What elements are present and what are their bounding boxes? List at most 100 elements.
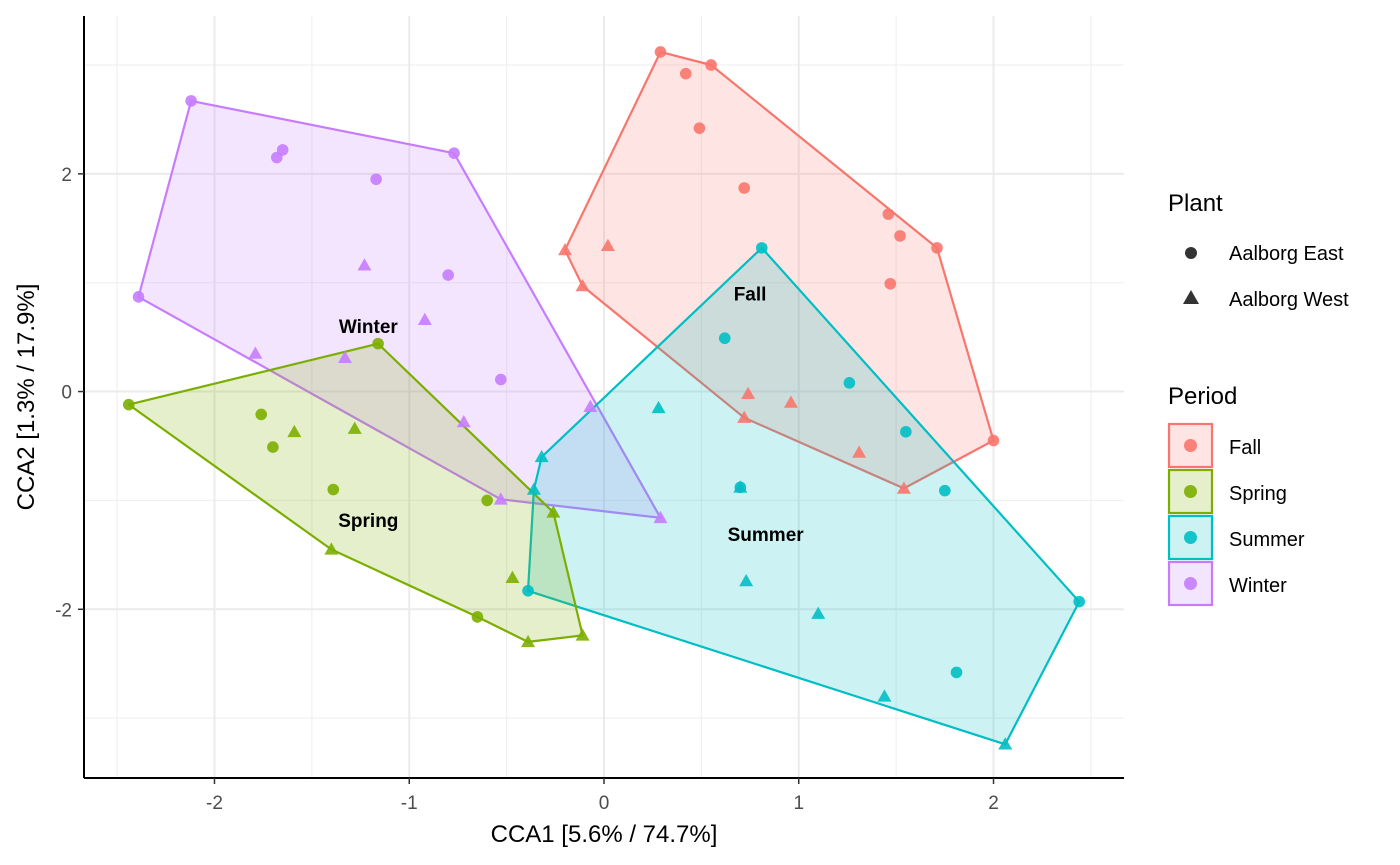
point-spring-west	[324, 542, 339, 555]
point-summer-east	[843, 377, 856, 389]
point-winter-west	[456, 415, 471, 428]
point-spring-west	[546, 505, 561, 518]
point-fall-east	[705, 59, 717, 71]
point-winter-east	[494, 373, 507, 386]
point-fall-west	[896, 481, 911, 494]
point-summer-east	[718, 332, 731, 345]
point-summer-east	[900, 426, 912, 438]
point-summer-west	[733, 480, 748, 493]
point-spring-east	[255, 408, 268, 421]
point-fall-east	[987, 434, 1000, 447]
point-summer-west	[811, 606, 826, 619]
point-fall-east	[884, 277, 897, 290]
legend-key-dot-winter	[1184, 577, 1197, 590]
legend-period-summer: Summer	[1229, 529, 1305, 551]
point-fall-east	[654, 46, 667, 58]
point-winter-east	[442, 269, 454, 281]
point-spring-east	[122, 398, 135, 411]
group-label-winter: Winter	[339, 317, 399, 338]
point-fall-west	[600, 238, 615, 251]
legend-circle-icon	[1185, 247, 1197, 259]
point-fall-west	[783, 395, 798, 408]
legend-period-winter: Winter	[1229, 575, 1287, 597]
x-axis-title: CCA1 [5.6% / 74.7%]	[491, 821, 718, 848]
point-fall-west	[575, 278, 590, 292]
point-summer-east	[1073, 595, 1086, 608]
y-tick-label: -2	[55, 600, 72, 621]
legend-plant-west: Aalborg West	[1229, 289, 1349, 311]
point-spring-east	[327, 483, 340, 496]
legend-triangle-icon	[1183, 290, 1199, 304]
point-fall-east	[882, 208, 895, 220]
point-spring-east	[471, 611, 484, 623]
point-fall-west	[558, 243, 573, 256]
legend: Plant Aalborg East Aalborg West Period F…	[1167, 190, 1349, 607]
point-summer-west	[651, 400, 666, 414]
group-label-summer: Summer	[728, 525, 805, 546]
y-tick-label: 0	[61, 383, 72, 404]
legend-key-dot-spring	[1184, 485, 1197, 498]
point-spring-west	[521, 634, 536, 648]
legend-period-title: Period	[1168, 383, 1237, 410]
point-spring-east	[267, 441, 279, 453]
y-axis-ticks: -2 0 2	[55, 165, 84, 621]
group-labels: Winter Fall Summer Spring	[338, 285, 804, 547]
legend-key-dot-summer	[1184, 531, 1197, 544]
point-summer-west	[526, 482, 541, 495]
point-winter-west	[248, 346, 263, 359]
point-summer-east	[939, 484, 951, 497]
x-tick-label: -2	[206, 793, 223, 814]
point-fall-west	[741, 386, 756, 399]
point-winter-east	[185, 95, 197, 107]
x-tick-label: 2	[988, 793, 999, 814]
point-winter-east	[448, 147, 460, 159]
y-tick-label: 2	[61, 165, 72, 186]
point-spring-east	[372, 337, 384, 350]
point-summer-west	[998, 737, 1013, 750]
point-summer-west	[534, 449, 549, 463]
point-summer-west	[739, 573, 754, 587]
x-axis-ticks: -2 -1 0 1 2	[206, 778, 999, 814]
legend-period-fall: Fall	[1229, 437, 1261, 459]
major-gridlines	[84, 16, 1124, 778]
legend-plant-title: Plant	[1168, 190, 1223, 217]
legend-key-dot-fall	[1184, 439, 1197, 452]
point-fall-east	[931, 242, 943, 254]
group-hulls	[127, 50, 1081, 746]
point-spring-west	[347, 421, 362, 434]
point-spring-east	[481, 494, 493, 507]
point-fall-east	[679, 67, 692, 80]
point-fall-west	[737, 410, 752, 423]
legend-plant-east: Aalborg East	[1229, 243, 1344, 265]
point-winter-west	[337, 350, 352, 364]
point-spring-west	[505, 570, 520, 583]
x-tick-label: 1	[793, 793, 804, 814]
point-spring-west	[575, 628, 590, 641]
point-winter-west	[493, 492, 508, 505]
point-summer-west	[877, 689, 892, 702]
legend-key-fall	[1167, 422, 1214, 469]
hull-winter	[137, 99, 662, 519]
point-winter-east	[132, 291, 145, 303]
group-label-fall: Fall	[734, 285, 767, 306]
x-tick-label: -1	[401, 793, 418, 814]
point-winter-east	[370, 173, 382, 186]
point-fall-east	[738, 182, 751, 194]
point-fall-west	[852, 445, 867, 458]
x-tick-label: 0	[599, 793, 610, 814]
point-spring-west	[287, 424, 302, 438]
point-winter-west	[357, 258, 372, 271]
point-summer-east	[755, 242, 768, 254]
legend-period-keys	[1167, 422, 1214, 607]
point-winter-west	[583, 399, 598, 413]
y-axis-title: CCA2 [1.3% / 17.9%]	[13, 284, 40, 511]
point-fall-east	[894, 230, 906, 242]
point-summer-east	[950, 666, 963, 679]
group-label-spring: Spring	[338, 511, 398, 532]
point-summer-east	[522, 584, 534, 597]
data-points	[122, 46, 1086, 750]
point-fall-east	[693, 122, 706, 134]
point-winter-west	[417, 312, 432, 325]
point-winter-west	[653, 510, 668, 524]
